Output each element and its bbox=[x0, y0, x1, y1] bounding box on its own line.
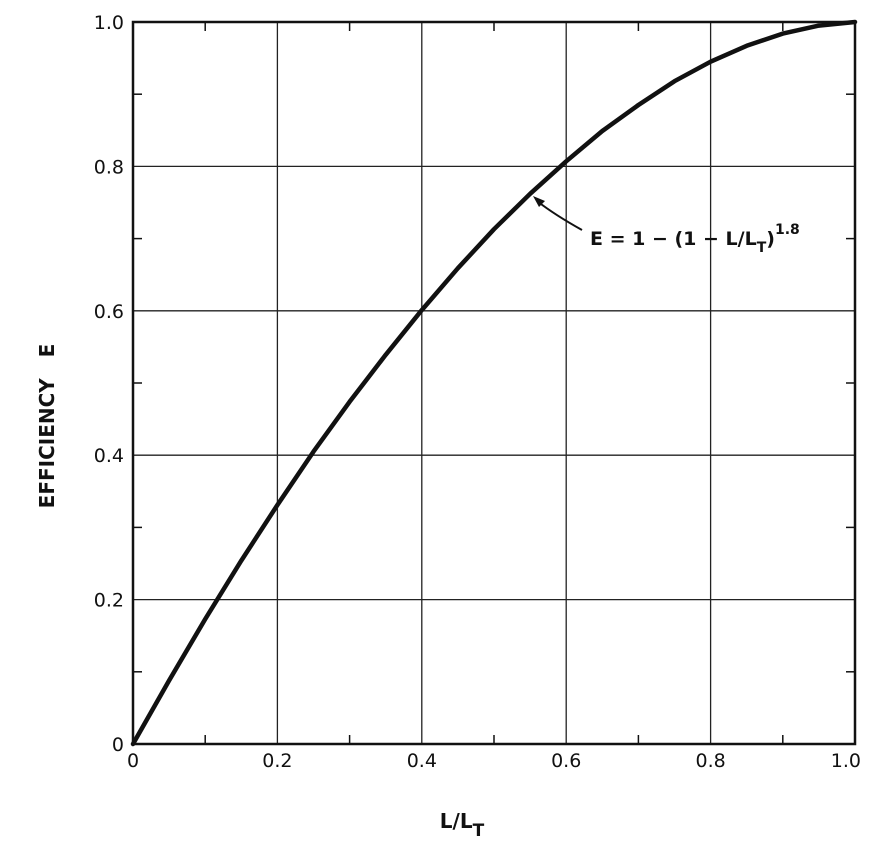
y-tick-label: 0.4 bbox=[94, 445, 124, 467]
x-tick-labels: 0 0.2 0.4 0.6 0.8 1.0 bbox=[127, 750, 861, 772]
equation-exponent: 1.8 bbox=[775, 222, 800, 238]
y-tick-label: 0.6 bbox=[94, 301, 124, 323]
equation-main: E = 1 − (1 − L/L bbox=[590, 228, 757, 250]
x-tick-label: 0.6 bbox=[551, 750, 581, 772]
x-tick-label: 0.8 bbox=[695, 750, 725, 772]
equation-label: E = 1 − (1 − L/LT)1.8 bbox=[590, 222, 800, 256]
y-tick-label: 0.2 bbox=[94, 590, 124, 612]
x-tick-label: 0.4 bbox=[407, 750, 437, 772]
equation-close-paren: ) bbox=[766, 228, 775, 250]
x-tick-label: 0.2 bbox=[262, 750, 292, 772]
x-axis-label: L/LT bbox=[440, 809, 485, 841]
x-tick-label: 1.0 bbox=[831, 750, 861, 772]
series-line-efficiency bbox=[130, 19, 858, 747]
y-tick-label: 1.0 bbox=[94, 12, 124, 34]
plot-frame bbox=[131, 20, 857, 746]
y-tick-labels: 0 0.2 0.4 0.6 0.8 1.0 bbox=[94, 12, 124, 756]
x-axis-label-main: L/L bbox=[440, 809, 473, 833]
annotation-arrowhead bbox=[533, 196, 545, 207]
x-tick-label: 0 bbox=[127, 750, 139, 772]
grid-lines bbox=[132, 21, 856, 745]
minor-ticks bbox=[133, 22, 855, 744]
equation-annotation: E = 1 − (1 − L/LT)1.8 bbox=[533, 196, 800, 256]
y-tick-label: 0.8 bbox=[94, 156, 124, 178]
equation-subscript: T bbox=[757, 240, 767, 256]
x-axis-label-subscript: T bbox=[473, 821, 485, 841]
y-axis-label: EFFICIENCY E bbox=[35, 344, 59, 509]
y-tick-label: 0 bbox=[112, 734, 124, 756]
